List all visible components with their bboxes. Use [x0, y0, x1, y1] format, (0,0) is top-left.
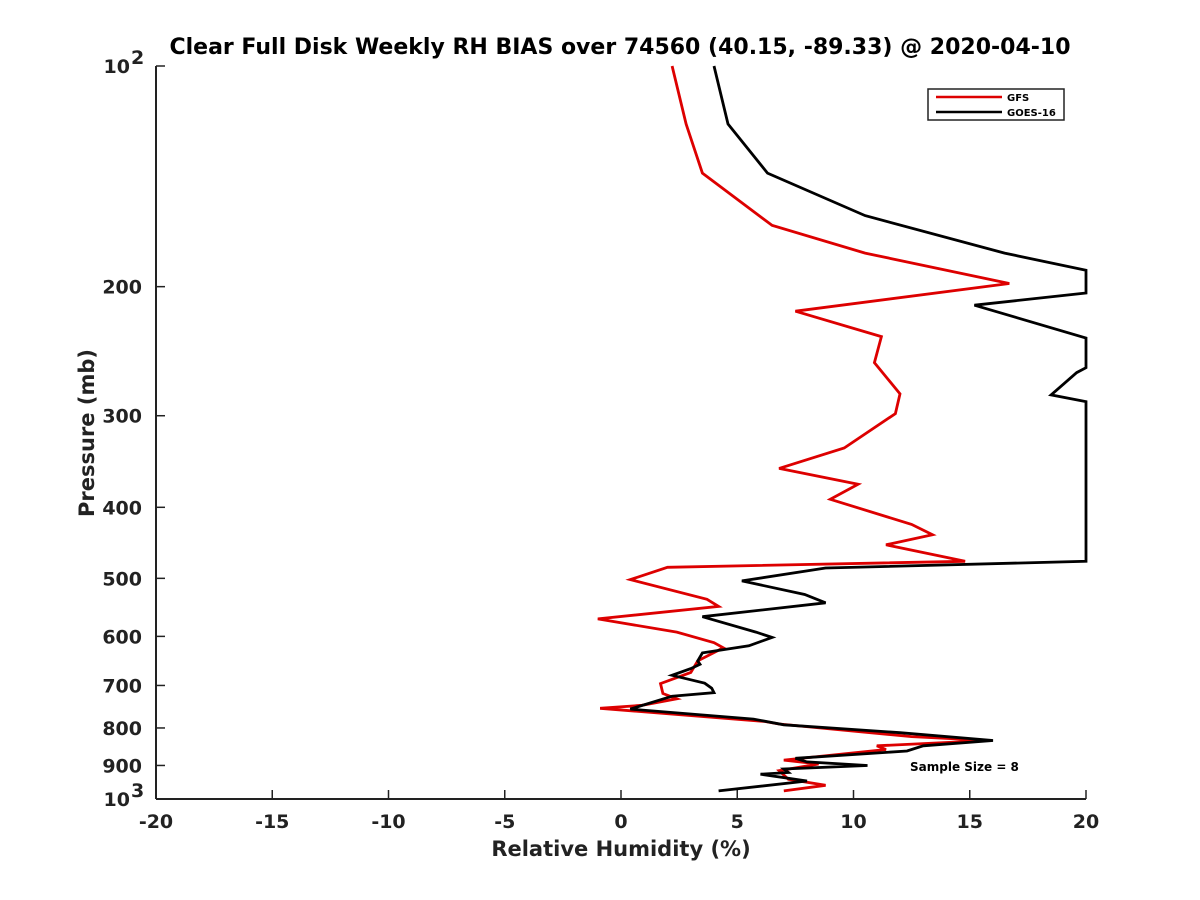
x-tick-label: 5: [731, 811, 744, 833]
y-tick-exponent: 3: [131, 780, 144, 802]
x-tick-label: 10: [840, 811, 866, 833]
series-line-goes16: [629, 65, 1088, 793]
x-tick-label: -5: [494, 811, 515, 833]
legend-label-gfs: GFS: [1007, 93, 1029, 104]
y-tick-label: 700: [102, 675, 142, 697]
y-tick-label: 900: [102, 755, 142, 777]
x-axis-label: Relative Humidity (%): [491, 837, 750, 861]
series-lines: [597, 65, 1088, 793]
y-tick-label: 800: [102, 718, 142, 740]
y-tick-label: 200: [102, 277, 142, 299]
x-tick-label: -20: [139, 811, 173, 833]
x-tick-label: 0: [614, 811, 627, 833]
y-tick-label: 500: [102, 568, 142, 590]
sample-size-annotation: Sample Size = 8: [910, 760, 1019, 774]
y-tick-label: 400: [102, 497, 142, 519]
x-tick-label: 20: [1073, 811, 1099, 833]
legend-label-goes16: GOES-16: [1007, 108, 1056, 119]
chart-title: Clear Full Disk Weekly RH BIAS over 7456…: [169, 35, 1070, 60]
y-tick-label: 600: [102, 626, 142, 648]
x-tick-label: -10: [371, 811, 405, 833]
legend: GFS GOES-16: [927, 88, 1065, 121]
x-tick-label: -15: [255, 811, 289, 833]
x-axis-ticks: -20 -15 -10 -5 0 5 10 15 20: [139, 790, 1099, 833]
x-tick-label: 15: [957, 811, 983, 833]
y-tick-label: 300: [102, 406, 142, 428]
y-axis-label: Pressure (mb): [75, 349, 99, 517]
y-tick-label: 10: [104, 789, 130, 811]
series-line-gfs: [597, 65, 1010, 793]
y-tick-exponent: 2: [131, 47, 144, 69]
legend-box: [927, 88, 1065, 121]
y-tick-label: 10: [104, 56, 130, 78]
